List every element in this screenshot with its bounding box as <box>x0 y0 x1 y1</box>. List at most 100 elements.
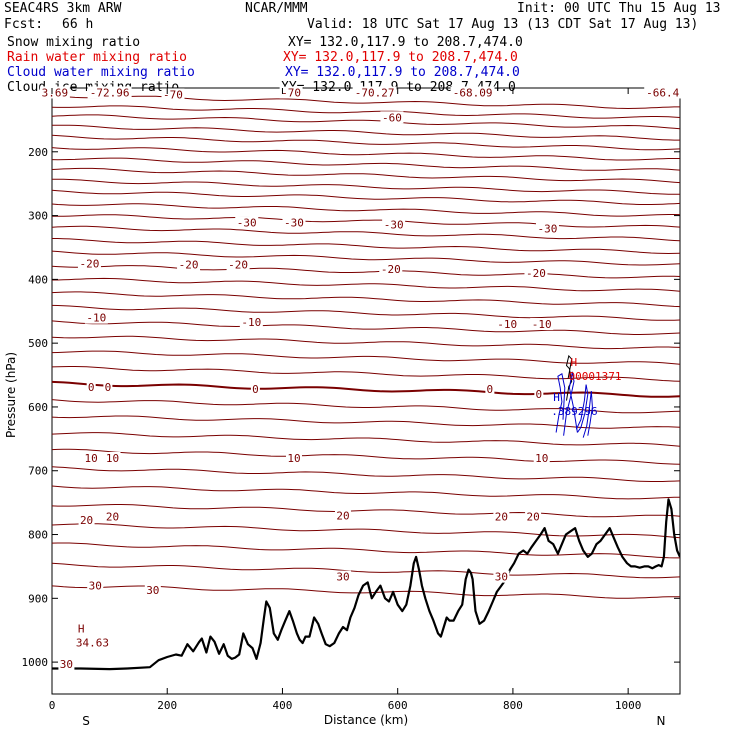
cloud-water-contour <box>563 371 578 436</box>
north-end-label: N <box>657 714 666 728</box>
contour-label: 0 <box>105 381 112 394</box>
cloud-water-contour <box>582 390 593 438</box>
temperature-contour <box>52 225 680 242</box>
temperature-contour <box>52 542 680 559</box>
contour-label: 10 <box>106 452 119 465</box>
top-extreme-label-bg <box>450 86 495 99</box>
temperature-contour <box>52 114 680 130</box>
contour-label-bg <box>493 570 510 583</box>
low-contour-label-bg <box>58 658 75 671</box>
forecast-hours: 66 h <box>62 17 94 32</box>
contour-label-bg <box>87 579 104 592</box>
temperature-contour <box>52 523 680 539</box>
cloud-water-contour <box>555 372 566 433</box>
extremum-marker: H <box>78 623 85 636</box>
contour-label: -30 <box>538 222 558 235</box>
contour-label: 20 <box>80 514 93 527</box>
contour-label-bg <box>493 510 510 523</box>
contour-label: 30 <box>146 584 159 597</box>
contour-label-bg <box>485 383 495 396</box>
y-tick-label: 1000 <box>22 656 49 669</box>
organization-label: NCAR/MMM <box>245 1 308 16</box>
temperature-contour <box>52 415 680 429</box>
field-xy-cloud-water: XY= 132.0,117.9 to 208.7,474.0 <box>285 65 520 80</box>
contour-label: 10 <box>535 452 548 465</box>
temperature-contour <box>52 466 680 482</box>
temperature-contour <box>52 189 680 205</box>
temperature-contour <box>52 291 680 308</box>
contour-label: 20 <box>526 511 539 524</box>
y-tick-label: 600 <box>28 401 48 414</box>
field-name-cloud-water: Cloud water mixing ratio <box>7 65 195 80</box>
contour-label: -10 <box>532 318 552 331</box>
contour-label: 30 <box>495 571 508 584</box>
temperature-contour <box>52 320 680 335</box>
temperature-contour <box>52 504 680 518</box>
field-name-rain: Rain water mixing ratio <box>7 50 188 65</box>
extremum-value: .389296 <box>551 405 597 418</box>
contour-label-bg <box>250 383 260 396</box>
contour-label-bg <box>104 510 121 523</box>
temperature-contour <box>52 432 680 447</box>
temperature-contour <box>52 448 680 465</box>
contour-label-bg <box>535 222 559 235</box>
contour-label-bg <box>380 111 404 124</box>
temperature-contour <box>52 203 680 217</box>
top-extreme-label: -72.96 <box>90 86 130 99</box>
contour-label-bg <box>334 570 351 583</box>
contour-label-bg <box>334 509 351 522</box>
contour-label: -30 <box>284 217 304 230</box>
contour-label: -10 <box>86 312 106 325</box>
contour-label-bg <box>379 263 403 276</box>
contour-label-bg <box>282 216 306 229</box>
field-xy-rain: XY= 132.0,117.9 to 208.7,474.0 <box>283 50 518 65</box>
extremum-marker: H <box>553 391 560 404</box>
contour-label: -10 <box>241 316 261 329</box>
contour-label: -10 <box>497 318 517 331</box>
temperature-contour <box>52 304 680 321</box>
top-extreme-label-bg <box>87 86 132 99</box>
contour-label-bg <box>177 258 201 271</box>
temperature-contour <box>52 105 680 119</box>
contour-label: -30 <box>384 219 404 232</box>
terrain-line <box>52 498 680 671</box>
contour-label-bg <box>285 451 302 464</box>
temperature-contour <box>52 250 680 266</box>
contour-label-bg <box>533 451 550 464</box>
contour-label: -20 <box>526 267 546 280</box>
temperature-contour <box>52 167 680 184</box>
contour-label-bg <box>524 266 548 279</box>
contour-label-bg <box>279 86 303 99</box>
y-tick-label: 900 <box>28 592 48 605</box>
contour-label-bg <box>226 258 250 271</box>
temperature-contour <box>52 380 680 398</box>
contour-label: 10 <box>85 452 98 465</box>
temperature-contour <box>52 157 680 171</box>
x-tick-label: 800 <box>503 699 523 712</box>
y-tick-label: 400 <box>28 273 48 286</box>
temperature-contour <box>52 485 680 500</box>
contour-label: 30 <box>336 571 349 584</box>
contour-label: -20 <box>80 257 100 270</box>
temperature-contour <box>52 265 680 279</box>
contour-label-bg <box>530 318 554 331</box>
contour-label-bg <box>84 311 108 324</box>
x-tick-label: 600 <box>388 699 408 712</box>
temperature-contour <box>52 350 680 365</box>
temperature-contour <box>52 214 680 228</box>
temperature-contour <box>52 366 680 382</box>
top-extreme-label-bg <box>644 86 682 99</box>
y-tick-label: 500 <box>28 337 48 350</box>
model-label: SEAC4RS 3km ARW <box>4 1 122 16</box>
top-extreme-label: -66.4 <box>646 86 679 99</box>
contour-label-bg <box>77 257 101 270</box>
temperature-contour <box>52 335 680 350</box>
temperature-contour <box>52 238 680 255</box>
top-extreme-label-bg <box>39 86 70 99</box>
x-tick-label: 400 <box>273 699 293 712</box>
contour-label-bg <box>144 584 161 597</box>
top-extreme-label: -68.09 <box>453 86 493 99</box>
temperature-contour <box>52 277 680 292</box>
temperature-contour <box>52 134 680 151</box>
contour-label-bg <box>103 381 113 394</box>
